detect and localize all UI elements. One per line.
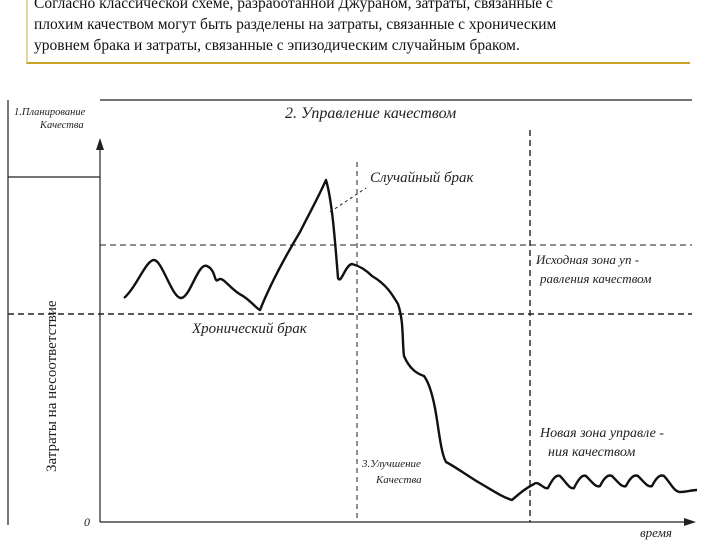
section3-label-line1: 3.Улучшение	[361, 458, 421, 470]
chronic-defect-label: Хронический брак	[191, 321, 308, 337]
y-axis-arrow	[96, 138, 104, 150]
caption-line-3: уровнем брака и затраты, связанные с эпи…	[34, 37, 520, 54]
caption-line-1: Согласно классической схеме, разработанн…	[34, 0, 553, 12]
random-defect-pointer	[329, 187, 367, 213]
caption-text: Согласно классической схеме, разработанн…	[26, 0, 690, 64]
x-axis-arrow	[684, 518, 696, 526]
section3-label-line2: Качества	[375, 474, 422, 486]
origin-label: 0	[84, 515, 90, 529]
initial-zone-label-line1: Исходная зона уп -	[535, 252, 639, 267]
caption-line-2: плохим качеством могут быть разделены на…	[34, 16, 557, 33]
new-zone-label-line2: ния качеством	[548, 445, 635, 460]
section1-label-line1: 1.Планирование	[14, 107, 86, 118]
section2-title: 2. Управление качеством	[285, 105, 456, 122]
cost-curve	[123, 178, 698, 502]
x-axis-label: время	[640, 525, 672, 540]
random-defect-label: Случайный брак	[370, 170, 475, 186]
section1-label-line2: Качества	[39, 120, 84, 131]
y-axis-label: Затраты на несоответствие	[44, 300, 60, 472]
initial-zone-label-line2: равления качеством	[539, 271, 651, 286]
new-zone-label-line1: Новая зона управле -	[539, 426, 664, 441]
